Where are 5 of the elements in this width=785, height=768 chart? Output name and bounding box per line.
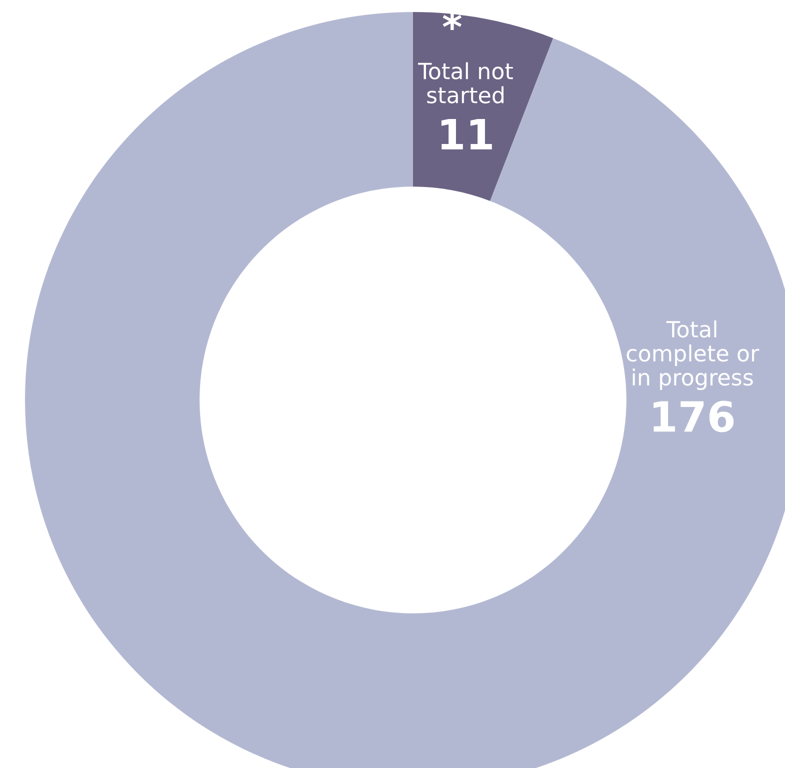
slice-label: Total complete or in progress <box>626 320 760 390</box>
slice-label: Total not started <box>418 62 513 104</box>
data-label: 176 <box>654 400 734 432</box>
text: * <box>442 12 462 30</box>
data-label: 11 <box>441 119 492 150</box>
